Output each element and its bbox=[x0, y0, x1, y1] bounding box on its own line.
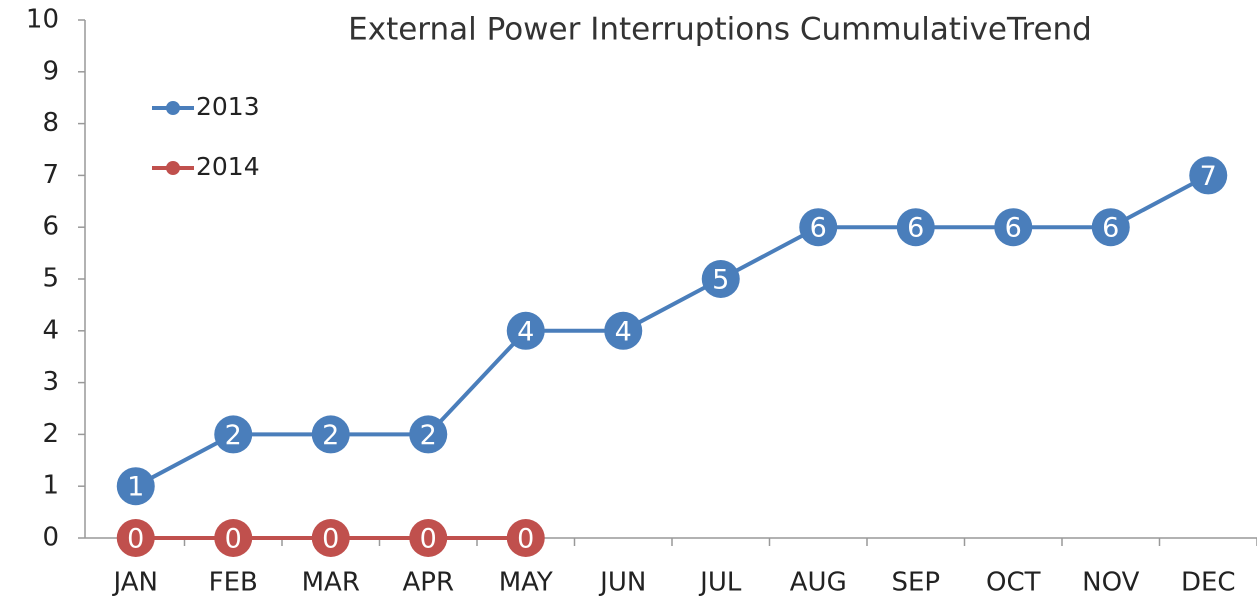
data-point bbox=[799, 208, 838, 247]
chart-title: External Power Interruptions Cummulative… bbox=[348, 12, 1092, 48]
x-tick-label: MAR bbox=[302, 568, 360, 598]
y-tick-label: 0 bbox=[42, 523, 59, 553]
y-tick-label: 6 bbox=[42, 212, 59, 242]
data-label: 5 bbox=[712, 265, 729, 296]
y-tick-label: 9 bbox=[42, 56, 59, 86]
legend-marker bbox=[166, 101, 180, 115]
y-tick-label: 7 bbox=[42, 160, 59, 190]
x-tick-label: NOV bbox=[1082, 568, 1139, 598]
y-tick-label: 10 bbox=[26, 5, 59, 35]
data-label: 0 bbox=[420, 524, 437, 555]
y-tick-label: 4 bbox=[42, 315, 59, 345]
data-point bbox=[701, 260, 740, 298]
data-point bbox=[409, 519, 448, 557]
data-point bbox=[409, 415, 448, 454]
x-tick-label: JUL bbox=[698, 568, 742, 598]
data-label: 0 bbox=[225, 524, 242, 555]
data-point bbox=[604, 311, 643, 350]
data-point bbox=[506, 311, 545, 350]
data-point bbox=[1091, 208, 1130, 247]
data-label: 7 bbox=[1200, 161, 1217, 192]
data-label: 6 bbox=[1102, 213, 1119, 244]
x-tick-label: APR bbox=[402, 568, 454, 598]
legend-marker bbox=[166, 161, 180, 175]
data-point bbox=[214, 415, 253, 454]
data-label: 0 bbox=[517, 524, 534, 555]
data-point bbox=[311, 415, 350, 454]
data-label: 2 bbox=[322, 420, 339, 451]
data-label: 0 bbox=[322, 524, 339, 555]
data-point bbox=[311, 519, 350, 557]
data-point bbox=[116, 467, 155, 506]
y-tick-label: 1 bbox=[42, 471, 59, 501]
data-label: 0 bbox=[127, 524, 144, 555]
data-point bbox=[116, 519, 155, 557]
data-point bbox=[896, 208, 935, 247]
data-label: 6 bbox=[810, 213, 827, 244]
x-tick-label: DEC bbox=[1181, 568, 1236, 598]
data-label: 1 bbox=[127, 472, 144, 503]
data-point bbox=[214, 519, 253, 557]
y-tick-label: 3 bbox=[42, 367, 59, 397]
x-tick-label: JAN bbox=[112, 568, 158, 598]
data-point bbox=[1189, 156, 1228, 195]
x-tick-label: JUN bbox=[598, 568, 646, 598]
data-label: 4 bbox=[517, 316, 534, 347]
x-tick-label: AUG bbox=[790, 568, 847, 598]
data-point bbox=[506, 519, 545, 557]
x-tick-label: MAY bbox=[499, 568, 553, 598]
data-label: 4 bbox=[615, 316, 632, 347]
data-label: 2 bbox=[225, 420, 242, 451]
legend-label: 2013 bbox=[196, 92, 260, 121]
legend-label: 2014 bbox=[196, 152, 260, 181]
series-line bbox=[134, 173, 1210, 488]
data-label: 6 bbox=[907, 213, 924, 244]
y-tick-label: 8 bbox=[42, 108, 59, 138]
x-tick-label: SEP bbox=[891, 568, 940, 598]
data-label: 6 bbox=[1005, 213, 1022, 244]
y-tick-label: 2 bbox=[42, 419, 59, 449]
data-point bbox=[994, 208, 1033, 247]
x-tick-label: FEB bbox=[209, 568, 258, 598]
x-tick-label: OCT bbox=[986, 568, 1041, 598]
data-label: 2 bbox=[420, 420, 437, 451]
y-tick-label: 5 bbox=[42, 264, 59, 294]
